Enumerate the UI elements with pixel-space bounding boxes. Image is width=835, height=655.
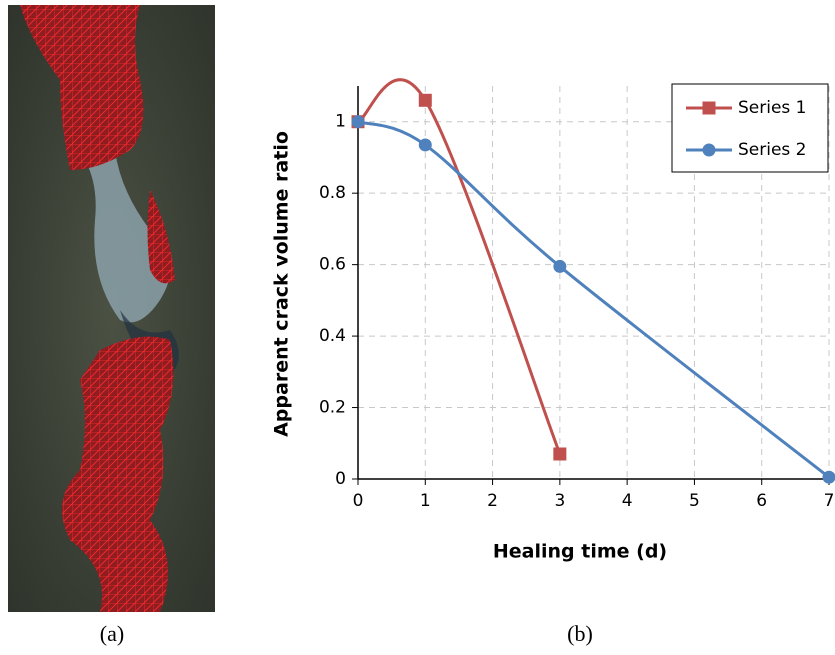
y-tick-label: 0.6 [319,255,346,275]
x-tick-label: 6 [756,491,767,511]
photo-panel [8,5,215,612]
legend-box [671,83,829,173]
y-tick-label: 0.4 [319,326,346,346]
marker [553,259,567,273]
legend-marker [702,101,716,115]
marker [553,447,567,461]
x-tick-label: 4 [622,491,633,511]
marker [418,93,432,107]
marker [418,138,432,152]
marker [822,470,835,484]
x-tick-label: 7 [824,491,835,511]
y-tick-label: 0 [335,469,346,489]
y-axis-label: Apparent crack volume ratio [271,131,293,437]
marker [351,115,365,129]
series-line [357,78,562,455]
panel-label: (a) [100,621,124,646]
x-tick-label: 5 [689,491,700,511]
y-tick-label: 0.8 [319,183,346,203]
y-tick-label: 0.2 [319,398,346,418]
panel-label: (b) [567,621,593,646]
x-tick-label: 2 [487,491,498,511]
x-tick-label: 0 [353,491,364,511]
x-axis-label: Healing time (d) [493,541,667,563]
x-tick-label: 3 [554,491,565,511]
legend-label: Series 2 [738,140,807,160]
x-tick-label: 1 [420,491,431,511]
y-tick-label: 1 [335,112,346,132]
legend-marker [702,143,716,157]
legend-label: Series 1 [738,98,807,118]
series-line [357,120,830,479]
